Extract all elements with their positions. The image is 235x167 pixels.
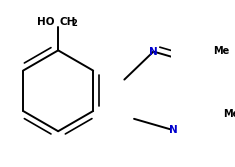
Text: 2: 2: [71, 19, 77, 28]
Text: Me: Me: [213, 46, 230, 56]
Text: Me: Me: [223, 109, 235, 119]
Text: N: N: [149, 47, 158, 57]
Text: HO: HO: [37, 17, 55, 27]
Text: CH: CH: [59, 17, 76, 27]
Text: N: N: [168, 125, 177, 135]
